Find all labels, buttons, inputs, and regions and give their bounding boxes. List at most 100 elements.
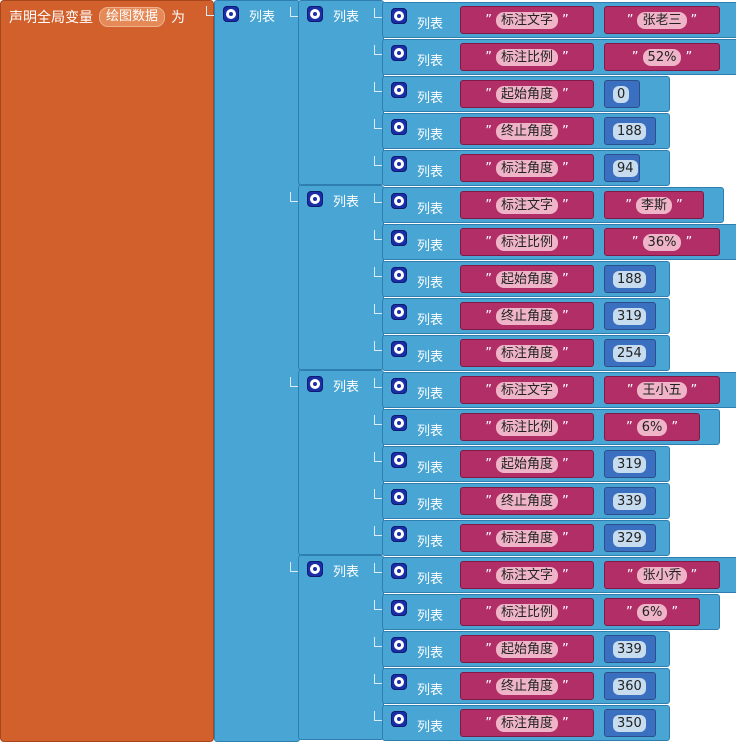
value-number-block[interactable]: 254 <box>604 339 656 367</box>
key-text-field[interactable]: 起始角度 <box>495 640 558 658</box>
mutator-gear-icon[interactable] <box>307 191 323 207</box>
mutator-gear-icon[interactable] <box>391 415 407 431</box>
key-text-block[interactable]: ” 标注文字” <box>460 376 594 404</box>
value-number-block[interactable]: 319 <box>604 450 656 478</box>
key-text-field[interactable]: 标注比例 <box>495 603 558 621</box>
entry-list-block[interactable] <box>298 555 384 740</box>
mutator-gear-icon[interactable] <box>391 341 407 357</box>
mutator-gear-icon[interactable] <box>391 526 407 542</box>
value-number-field[interactable]: 254 <box>613 344 646 362</box>
key-text-field[interactable]: 标注比例 <box>495 418 558 436</box>
mutator-gear-icon[interactable] <box>391 600 407 616</box>
value-number-block[interactable]: 188 <box>604 117 656 145</box>
entry-list-block[interactable] <box>298 185 384 370</box>
key-text-field[interactable]: 起始角度 <box>495 455 558 473</box>
mutator-gear-icon[interactable] <box>391 193 407 209</box>
key-text-block[interactable]: ” 标注比例” <box>460 43 594 71</box>
key-text-field[interactable]: 标注角度 <box>495 714 558 732</box>
key-text-field[interactable]: 标注角度 <box>495 344 558 362</box>
mutator-gear-icon[interactable] <box>391 711 407 727</box>
key-text-block[interactable]: ” 标注比例” <box>460 413 594 441</box>
key-text-field[interactable]: 标注角度 <box>495 529 558 547</box>
global-variable-block[interactable]: 声明全局变量 绘图数据 为 <box>0 0 214 742</box>
value-number-block[interactable]: 339 <box>604 635 656 663</box>
variable-name-field[interactable]: 绘图数据 <box>99 7 166 27</box>
mutator-gear-icon[interactable] <box>307 6 323 22</box>
key-text-field[interactable]: 起始角度 <box>495 85 558 103</box>
value-text-block[interactable]: ” 王小五” <box>604 376 720 404</box>
mutator-gear-icon[interactable] <box>391 563 407 579</box>
key-text-field[interactable]: 标注文字 <box>495 566 558 584</box>
value-text-block[interactable]: ” 6%” <box>604 413 700 441</box>
mutator-gear-icon[interactable] <box>391 452 407 468</box>
value-number-block[interactable]: 360 <box>604 672 656 700</box>
mutator-gear-icon[interactable] <box>391 304 407 320</box>
key-text-block[interactable]: ” 起始角度” <box>460 265 594 293</box>
value-text-field[interactable]: 李斯 <box>635 196 672 214</box>
mutator-gear-icon[interactable] <box>391 45 407 61</box>
key-text-block[interactable]: ” 终止角度” <box>460 487 594 515</box>
key-text-block[interactable]: ” 起始角度” <box>460 635 594 663</box>
mutator-gear-icon[interactable] <box>307 376 323 392</box>
value-text-field[interactable]: 张老三 <box>637 11 687 29</box>
value-number-field[interactable]: 319 <box>613 455 646 473</box>
value-text-field[interactable]: 6% <box>636 603 668 621</box>
value-number-field[interactable]: 360 <box>613 677 646 695</box>
value-text-block[interactable]: ” 36%” <box>604 228 720 256</box>
key-text-block[interactable]: ” 标注文字” <box>460 6 594 34</box>
value-number-field[interactable]: 94 <box>613 159 638 177</box>
value-number-field[interactable]: 188 <box>613 270 646 288</box>
value-text-block[interactable]: ” 张老三” <box>604 6 720 34</box>
value-number-block[interactable]: 188 <box>604 265 656 293</box>
key-text-block[interactable]: ” 标注角度” <box>460 524 594 552</box>
outer-list-block[interactable] <box>214 0 300 742</box>
key-text-block[interactable]: ” 标注比例” <box>460 228 594 256</box>
mutator-gear-icon[interactable] <box>391 637 407 653</box>
value-text-field[interactable]: 6% <box>636 418 668 436</box>
mutator-gear-icon[interactable] <box>307 561 323 577</box>
mutator-gear-icon[interactable] <box>391 267 407 283</box>
mutator-gear-icon[interactable] <box>391 230 407 246</box>
value-text-block[interactable]: ” 6%” <box>604 598 700 626</box>
key-text-block[interactable]: ” 标注比例” <box>460 598 594 626</box>
value-number-field[interactable]: 339 <box>613 640 646 658</box>
value-number-field[interactable]: 329 <box>613 529 646 547</box>
key-text-block[interactable]: ” 标注文字” <box>460 561 594 589</box>
value-text-field[interactable]: 王小五 <box>637 381 687 399</box>
key-text-field[interactable]: 终止角度 <box>495 492 558 510</box>
mutator-gear-icon[interactable] <box>391 82 407 98</box>
entry-list-block[interactable] <box>298 370 384 555</box>
mutator-gear-icon[interactable] <box>391 378 407 394</box>
value-number-block[interactable]: 319 <box>604 302 656 330</box>
key-text-field[interactable]: 终止角度 <box>495 307 558 325</box>
mutator-gear-icon[interactable] <box>391 8 407 24</box>
key-text-field[interactable]: 标注比例 <box>495 233 558 251</box>
key-text-block[interactable]: ” 标注角度” <box>460 339 594 367</box>
value-text-block[interactable]: ” 52%” <box>604 43 720 71</box>
value-text-field[interactable]: 张小乔 <box>637 566 687 584</box>
value-number-block[interactable]: 339 <box>604 487 656 515</box>
key-text-block[interactable]: ” 标注角度” <box>460 709 594 737</box>
key-text-field[interactable]: 终止角度 <box>495 122 558 140</box>
key-text-field[interactable]: 终止角度 <box>495 677 558 695</box>
value-number-field[interactable]: 350 <box>613 714 646 732</box>
key-text-field[interactable]: 标注比例 <box>495 48 558 66</box>
value-text-block[interactable]: ” 李斯” <box>604 191 704 219</box>
value-text-field[interactable]: 52% <box>642 48 682 66</box>
key-text-field[interactable]: 起始角度 <box>495 270 558 288</box>
value-number-block[interactable]: 0 <box>604 80 640 108</box>
value-number-field[interactable]: 0 <box>613 85 630 103</box>
key-text-block[interactable]: ” 终止角度” <box>460 672 594 700</box>
value-number-field[interactable]: 339 <box>613 492 646 510</box>
key-text-block[interactable]: ” 起始角度” <box>460 80 594 108</box>
value-text-field[interactable]: 36% <box>642 233 682 251</box>
mutator-gear-icon[interactable] <box>391 156 407 172</box>
value-number-block[interactable]: 350 <box>604 709 656 737</box>
mutator-gear-icon[interactable] <box>391 489 407 505</box>
key-text-field[interactable]: 标注角度 <box>495 159 558 177</box>
entry-list-block[interactable] <box>298 0 384 185</box>
key-text-block[interactable]: ” 标注角度” <box>460 154 594 182</box>
value-number-block[interactable]: 329 <box>604 524 656 552</box>
mutator-gear-icon[interactable] <box>391 119 407 135</box>
key-text-field[interactable]: 标注文字 <box>495 11 558 29</box>
